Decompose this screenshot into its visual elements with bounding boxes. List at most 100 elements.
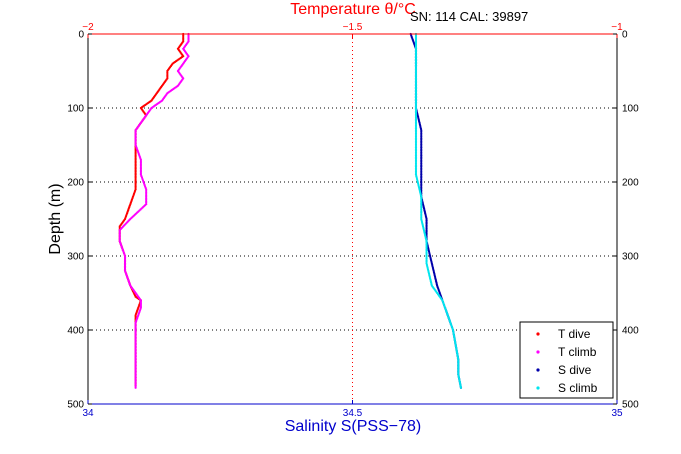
data-point bbox=[420, 184, 423, 187]
data-point bbox=[420, 216, 423, 219]
data-point bbox=[414, 143, 418, 146]
data-point bbox=[425, 246, 428, 249]
data-point bbox=[425, 222, 428, 225]
data-point bbox=[414, 156, 418, 159]
data-point bbox=[420, 211, 423, 214]
data-point bbox=[414, 106, 418, 110]
data-point bbox=[420, 167, 423, 170]
data-point bbox=[420, 162, 423, 165]
data-point bbox=[420, 202, 423, 205]
legend-item: T climb bbox=[536, 345, 597, 359]
data-point bbox=[420, 213, 423, 216]
legend-item: S dive bbox=[536, 363, 592, 377]
data-series bbox=[118, 32, 463, 389]
right-tick-label: 100 bbox=[622, 104, 639, 115]
data-point bbox=[414, 163, 418, 167]
series-s-climb bbox=[414, 32, 463, 389]
data-point bbox=[414, 133, 418, 137]
data-point bbox=[420, 170, 423, 173]
data-point bbox=[414, 108, 418, 111]
data-point bbox=[414, 124, 418, 127]
bottom-tick-label: 34 bbox=[82, 408, 94, 419]
data-point bbox=[420, 209, 423, 213]
data-point bbox=[414, 110, 418, 113]
data-point bbox=[414, 121, 418, 124]
data-point bbox=[425, 244, 428, 248]
data-point bbox=[414, 148, 418, 151]
data-point bbox=[425, 243, 428, 246]
data-point bbox=[420, 197, 423, 200]
data-point bbox=[420, 135, 423, 138]
data-point bbox=[425, 260, 428, 263]
data-point bbox=[420, 133, 423, 137]
data-point bbox=[420, 206, 423, 209]
data-point bbox=[118, 236, 121, 240]
top-tick-label: −1.5 bbox=[343, 22, 363, 33]
data-point bbox=[420, 198, 423, 202]
data-point bbox=[414, 137, 418, 140]
data-point bbox=[420, 205, 423, 208]
data-point bbox=[414, 125, 418, 129]
data-point bbox=[118, 235, 121, 238]
left-tick-label: 0 bbox=[78, 30, 84, 41]
right-tick-label: 200 bbox=[622, 178, 639, 189]
data-point bbox=[414, 118, 418, 121]
data-point bbox=[420, 146, 423, 149]
data-point bbox=[425, 249, 428, 252]
legend-marker bbox=[536, 368, 540, 372]
data-point bbox=[420, 160, 423, 164]
legend: T dive T climb S dive S climb bbox=[519, 321, 614, 399]
data-point bbox=[420, 214, 423, 217]
data-point bbox=[414, 111, 418, 114]
data-point bbox=[118, 229, 121, 232]
bottom-axis-title: Salinity S(PSS−78) bbox=[285, 418, 422, 435]
data-point bbox=[425, 217, 428, 221]
legend-marker bbox=[536, 332, 540, 336]
legend-label: T dive bbox=[558, 327, 591, 341]
right-tick-label: 300 bbox=[622, 252, 639, 263]
legend-label: S dive bbox=[558, 363, 592, 377]
left-tick-label: 400 bbox=[67, 326, 84, 337]
data-point bbox=[420, 175, 423, 178]
data-point bbox=[414, 168, 418, 171]
legend-box bbox=[519, 321, 614, 399]
data-point bbox=[414, 144, 418, 148]
data-point bbox=[420, 159, 423, 162]
bottom-tick-label: 35 bbox=[611, 408, 623, 419]
data-point bbox=[420, 176, 423, 179]
data-point bbox=[414, 151, 418, 154]
left-tick-label: 500 bbox=[67, 400, 84, 411]
data-point bbox=[420, 157, 423, 160]
data-point bbox=[414, 119, 418, 122]
data-point bbox=[425, 251, 428, 254]
data-point bbox=[420, 181, 423, 184]
data-point bbox=[425, 248, 428, 251]
instrument-annotation: SN: 114 CAL: 39897 bbox=[410, 9, 528, 24]
data-point bbox=[118, 230, 121, 233]
right-tick-label: 400 bbox=[622, 326, 639, 337]
data-point bbox=[414, 132, 418, 135]
data-point bbox=[414, 114, 418, 118]
data-point bbox=[420, 143, 423, 146]
left-tick-label: 300 bbox=[67, 252, 84, 263]
data-point bbox=[420, 138, 423, 141]
data-point bbox=[425, 227, 428, 230]
data-point bbox=[425, 241, 428, 244]
data-point bbox=[420, 154, 423, 157]
data-point bbox=[420, 173, 423, 176]
data-point bbox=[420, 129, 423, 132]
data-point bbox=[425, 219, 428, 222]
data-point bbox=[420, 195, 423, 198]
data-point bbox=[420, 165, 423, 168]
right-tick-label: 0 bbox=[622, 30, 628, 41]
legend-label: S climb bbox=[558, 381, 598, 395]
series-t-climb bbox=[118, 32, 190, 389]
data-point bbox=[425, 252, 428, 255]
data-point bbox=[118, 233, 121, 236]
data-point bbox=[425, 232, 428, 235]
data-point bbox=[420, 140, 423, 143]
legend-item: T dive bbox=[536, 327, 591, 341]
data-point bbox=[118, 232, 121, 235]
data-point bbox=[425, 229, 428, 232]
